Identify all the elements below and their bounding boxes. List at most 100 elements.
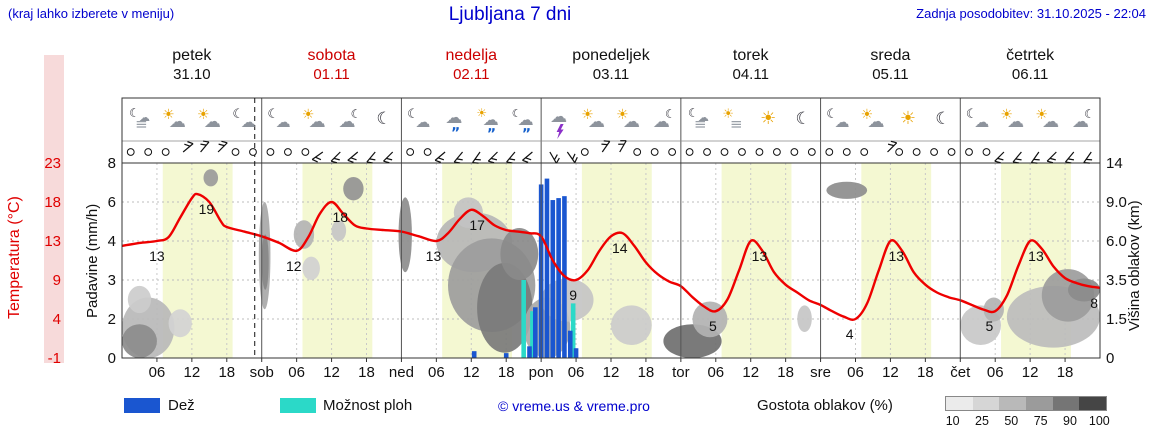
cloud-patch xyxy=(1067,278,1100,302)
x-tick-label: 18 xyxy=(358,364,375,381)
rain-sun-icon: ☀☁„ xyxy=(476,106,498,135)
svg-text:☾: ☾ xyxy=(129,106,140,120)
temp-value-label: 9 xyxy=(569,287,577,303)
density-segment xyxy=(999,397,1027,410)
svg-text:☁: ☁ xyxy=(169,112,186,132)
fog-moon-icon: ☾ ☁≡ xyxy=(129,106,150,133)
svg-text:≡: ≡ xyxy=(135,115,148,133)
cloud-tick: 0 xyxy=(1106,350,1114,367)
x-tick-label: 18 xyxy=(1057,364,1074,381)
rain-cloud-icon: ☁„ xyxy=(445,108,462,134)
wind-barb-icon xyxy=(1012,151,1022,164)
wind-barb-icon xyxy=(434,151,446,163)
day-name: ponedeljek xyxy=(572,47,650,64)
wind-barb-icon xyxy=(1030,151,1040,164)
temp-value-label: 19 xyxy=(199,201,215,217)
svg-text:☁: ☁ xyxy=(1072,112,1089,132)
page-title: Ljubljana 7 dni xyxy=(448,4,572,25)
rain-bar xyxy=(533,307,538,358)
wind-barbs-row xyxy=(126,140,1093,164)
temp-value-label: 13 xyxy=(752,248,768,264)
cloud-tick: 3.5 xyxy=(1106,272,1127,289)
y-axis-ticks: 23 18 13 9 4 -1 8 6 4 3 2 0 14 9.0 6.0 3.5 1.5 0 xyxy=(44,155,1127,367)
rain-moon-icon: ☾☁„ xyxy=(512,107,534,135)
temp-value-label: 18 xyxy=(333,209,349,225)
temp-value-label: 14 xyxy=(612,240,628,256)
sun-cloud-icon: ☀☁ xyxy=(861,107,885,132)
sun-cloud-icon: ☀☁ xyxy=(162,107,186,132)
precip-tick: 6 xyxy=(108,194,116,211)
sun-cloud-icon: ☀☁ xyxy=(581,107,605,132)
wind-barb-icon xyxy=(217,140,228,153)
sun-cloud-icon: ☀☁ xyxy=(197,107,221,132)
wind-barb-icon xyxy=(453,151,464,164)
cloud-patch xyxy=(121,324,157,358)
svg-text:☁: ☁ xyxy=(550,107,567,127)
x-tick-label: 12 xyxy=(603,364,620,381)
rain-bar xyxy=(471,351,477,358)
svg-text:☁: ☁ xyxy=(653,112,670,132)
wind-barb-icon xyxy=(1064,151,1075,164)
temp-value-label: 8 xyxy=(1090,295,1098,311)
cloud-moon-icon: ☾☁ xyxy=(1072,107,1095,132)
day-name: četrtek xyxy=(1006,47,1055,64)
svg-text:☀: ☀ xyxy=(861,107,874,123)
density-tick-label: 25 xyxy=(975,414,989,428)
wind-barb-icon xyxy=(618,140,627,153)
x-tick-label: 06 xyxy=(568,364,585,381)
wind-calm-icon xyxy=(231,148,240,156)
day-name: petek xyxy=(172,47,212,64)
day-band xyxy=(721,163,792,358)
svg-text:☁: ☁ xyxy=(204,112,221,132)
wind-calm-icon xyxy=(825,148,834,156)
weather-icons-row: ☾ ☁≡ ☀☁ ☀☁ ☾☁ ☾☁ ☀☁ ☾☁ ☾ ☾☁ ☁„☀☁„☾☁„ ☁ ☀☁ ☀☁ ☾☁ ☾ ☁≡☀≡ ☀ ☾… xyxy=(129,106,1095,139)
temp-value-label: 5 xyxy=(985,318,993,334)
svg-text:☁: ☁ xyxy=(974,113,989,131)
svg-text:☁: ☁ xyxy=(698,111,709,124)
x-axis-labels: 06 12 18 sob 06 12 18 ned 06 12 18 pon 06 12 18 tor 06 12… xyxy=(149,358,1074,381)
svg-text:☁: ☁ xyxy=(241,113,256,131)
density-tick-label: 100 xyxy=(1088,414,1110,428)
temp-tick: 9 xyxy=(53,272,61,289)
day-header-ponedeljek: ponedeljek 03.11 xyxy=(546,46,676,84)
temp-tick: 13 xyxy=(44,233,61,250)
svg-text:☾: ☾ xyxy=(351,107,362,121)
density-tick-label: 90 xyxy=(1063,414,1077,428)
svg-text:☀: ☀ xyxy=(900,108,916,129)
moon-cloud-icon: ☾☁ xyxy=(966,107,989,131)
x-tick-label: 18 xyxy=(498,364,515,381)
wind-calm-icon xyxy=(912,148,921,156)
cloud-patch xyxy=(453,197,483,228)
credit-link[interactable]: © vreme.us & vreme.pro xyxy=(498,398,650,414)
rain-swatch xyxy=(124,398,160,413)
cloud-patch xyxy=(203,169,219,187)
cloud-tick: 1.5 xyxy=(1106,311,1127,328)
day-header-sreda: sreda 05.11 xyxy=(825,46,955,84)
precip-tick: 0 xyxy=(108,350,116,367)
wind-barb-icon xyxy=(887,140,898,153)
moon-cloud-icon: ☾☁ xyxy=(267,107,290,131)
temp-value-label: 4 xyxy=(846,326,854,342)
rain-bar xyxy=(573,348,579,358)
density-segment xyxy=(1026,397,1053,410)
wind-barb-icon xyxy=(601,140,611,153)
day-date: 02.11 xyxy=(453,66,490,83)
svg-text:☀: ☀ xyxy=(162,107,175,123)
svg-text:☀: ☀ xyxy=(581,107,594,123)
svg-text:☀: ☀ xyxy=(302,107,315,123)
svg-text:☾: ☾ xyxy=(232,107,244,122)
shower-bars xyxy=(521,280,576,358)
svg-text:≡: ≡ xyxy=(694,115,707,133)
svg-text:☁: ☁ xyxy=(276,113,291,131)
sun-cloud-icon: ☀☁ xyxy=(616,107,640,132)
cloud-patch xyxy=(826,181,868,199)
sun-icon: ☀ xyxy=(900,108,916,129)
svg-text:☀: ☀ xyxy=(760,108,776,129)
temp-value-label: 13 xyxy=(1028,248,1044,264)
x-tick-label: 06 xyxy=(847,364,864,381)
cloud-moon-icon: ☾☁ xyxy=(653,107,676,132)
precip-tick: 2 xyxy=(108,311,116,328)
day-header-četrtek: četrtek 06.11 xyxy=(965,46,1095,84)
moon-icon: ☾ xyxy=(795,109,810,129)
